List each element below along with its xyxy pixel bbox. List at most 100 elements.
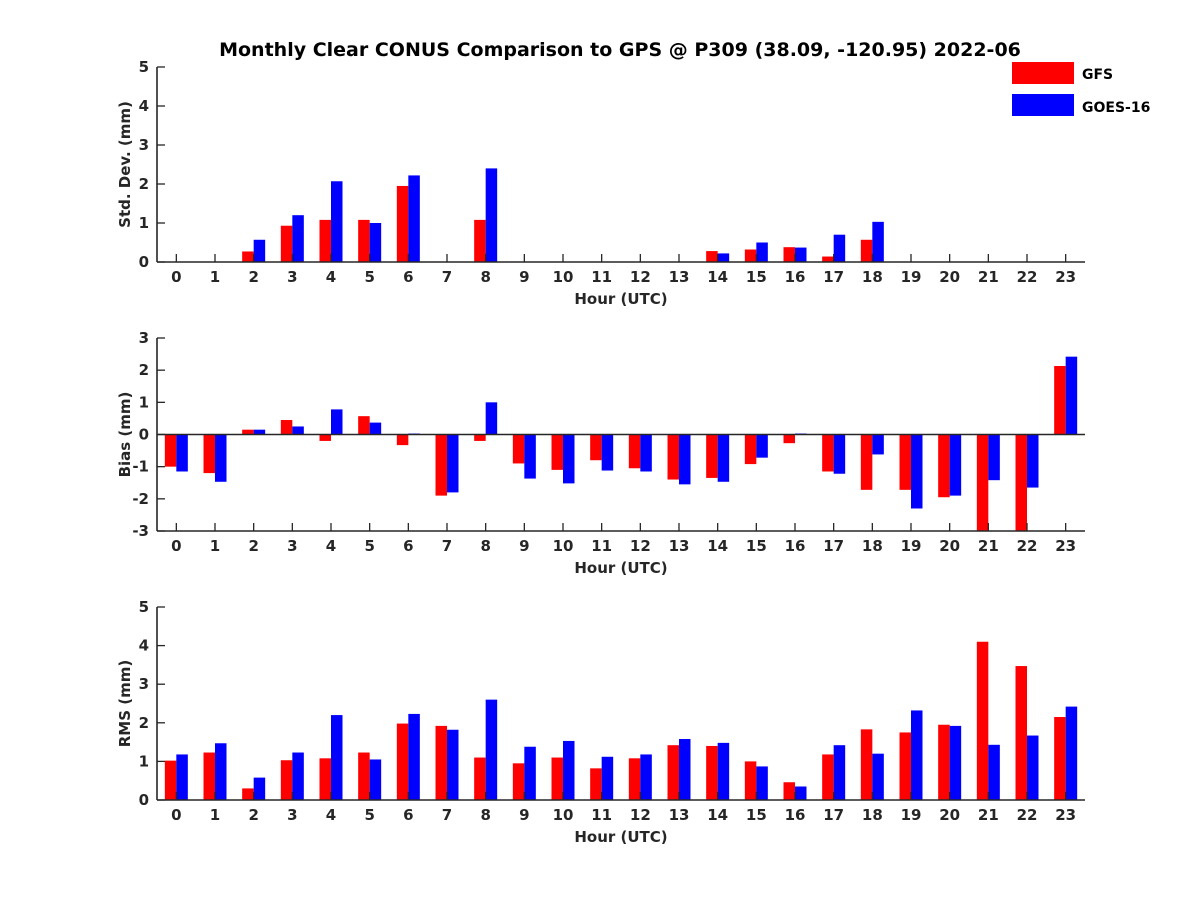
y-tick-label: 5 [139,58,149,76]
bar-gfs-hour-19 [899,732,911,800]
x-tick-label: 2 [248,806,258,824]
x-tick-label: 20 [939,268,960,286]
bar-goes-16-hour-11 [601,756,614,800]
bar-gfs-hour-12 [628,434,641,469]
bar-gfs-hour-14 [706,251,718,262]
bar-gfs-hour-16 [783,247,795,262]
bar-goes-16-hour-17 [833,745,846,800]
x-tick-label: 16 [785,268,806,286]
bar-goes-16-hour-2 [253,777,266,800]
y-tick-label: -1 [132,458,149,476]
bar-gfs-hour-11 [590,768,602,800]
x-tick-label: 4 [326,537,336,555]
bar-goes-16-hour-5 [369,223,382,262]
x-tick-label: 7 [442,806,452,824]
legend-label-goes16: GOES-16 [1082,100,1150,116]
bar-goes-16-hour-2 [253,239,266,262]
bar-goes-16-hour-16 [795,247,807,262]
bar-gfs-hour-20 [938,724,950,800]
bar-goes-16-hour-1 [215,434,227,482]
x-tick-label: 4 [326,806,336,824]
x-tick-label: 17 [823,268,844,286]
bar-gfs-hour-21 [976,434,989,531]
x-tick-label: 15 [746,806,767,824]
y-tick-label: 5 [139,598,149,616]
bar-gfs-hour-22 [1015,666,1027,800]
x-tick-label: 16 [785,537,806,555]
x-tick-label: 5 [364,268,374,286]
bar-goes-16-hour-14 [717,742,730,800]
y-axis-label: RMS (mm) [116,660,134,747]
bar-goes-16-hour-15 [756,434,768,458]
bar-gfs-hour-9 [512,763,525,800]
bar-gfs-hour-10 [551,434,563,470]
x-tick-label: 10 [553,806,574,824]
bar-gfs-hour-5 [358,219,370,262]
bar-gfs-hour-18 [860,729,873,800]
bar-gfs-hour-21 [976,641,989,800]
bar-gfs-hour-10 [551,757,563,800]
bar-goes-16-hour-3 [292,426,304,435]
bar-gfs-hour-15 [744,249,757,262]
bar-goes-16-hour-14 [717,434,730,482]
x-tick-label: 23 [1055,268,1076,286]
x-tick-label: 16 [785,806,806,824]
x-tick-label: 5 [364,806,374,824]
bar-gfs-hour-3 [280,760,293,800]
x-tick-label: 17 [823,537,844,555]
bar-goes-16-hour-8 [485,402,498,435]
y-tick-label: 0 [139,253,149,271]
x-tick-label: 9 [519,806,529,824]
x-tick-label: 14 [707,806,728,824]
y-tick-label: -2 [132,490,149,508]
bar-goes-16-hour-22 [1027,434,1039,488]
bar-gfs-hour-23 [1054,365,1066,435]
x-tick-label: 23 [1055,806,1076,824]
bar-gfs-hour-3 [280,420,293,435]
x-tick-label: 3 [287,806,297,824]
x-tick-label: 5 [364,537,374,555]
bar-gfs-hour-3 [280,225,293,262]
bar-goes-16-hour-16 [795,786,807,800]
bar-goes-16-hour-15 [756,766,768,800]
x-tick-label: 6 [403,806,413,824]
y-tick-label: 3 [139,329,149,347]
bar-goes-16-hour-4 [331,181,343,262]
bar-goes-16-hour-18 [872,434,884,455]
bar-goes-16-hour-15 [756,242,768,262]
bar-gfs-hour-2 [242,251,254,262]
bar-goes-16-hour-18 [872,221,884,262]
x-tick-label: 7 [442,268,452,286]
bar-goes-16-hour-20 [949,725,962,800]
bar-gfs-hour-15 [744,761,757,800]
x-tick-label: 22 [1017,537,1038,555]
bar-gfs-hour-7 [435,725,447,800]
y-tick-label: 1 [139,393,149,411]
bar-gfs-hour-4 [319,219,331,262]
bar-goes-16-hour-4 [331,409,343,435]
bar-gfs-hour-5 [358,752,370,800]
bar-goes-16-hour-6 [408,175,420,262]
x-tick-label: 18 [862,537,883,555]
bar-gfs-hour-2 [242,429,254,435]
bar-goes-16-hour-14 [717,253,730,262]
x-tick-label: 7 [442,537,452,555]
bar-gfs-hour-15 [744,434,757,465]
x-tick-label: 6 [403,537,413,555]
bar-gfs-hour-18 [860,434,873,490]
bar-goes-16-hour-13 [679,739,691,800]
bar-gfs-hour-1 [203,434,215,474]
bar-gfs-hour-8 [474,757,486,800]
bar-gfs-hour-1 [203,752,215,800]
x-tick-label: 1 [210,268,220,286]
y-tick-label: 2 [139,714,149,732]
bar-gfs-hour-23 [1054,717,1066,800]
y-tick-label: 4 [139,97,149,115]
y-tick-label: 0 [139,791,149,809]
bar-gfs-hour-12 [628,758,641,800]
bar-gfs-hour-9 [512,434,525,464]
bar-gfs-hour-17 [822,754,834,800]
bar-goes-16-hour-3 [292,215,304,262]
